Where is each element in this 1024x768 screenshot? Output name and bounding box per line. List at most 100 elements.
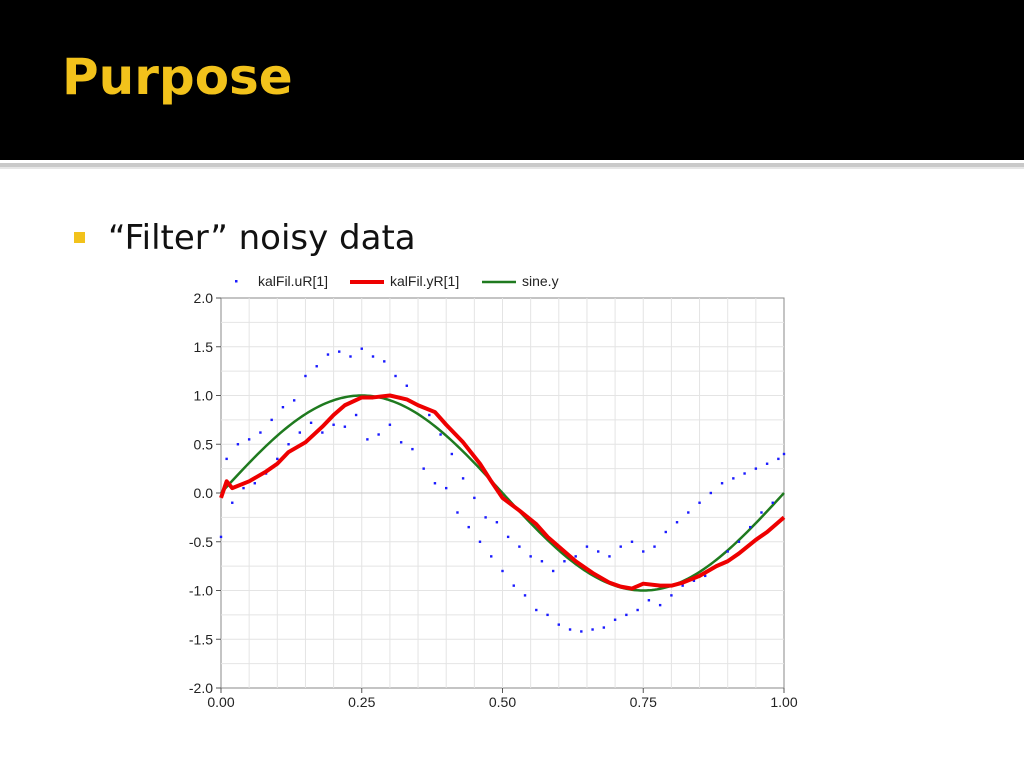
data-point [281, 406, 285, 409]
data-point [760, 511, 763, 514]
y-tick-label: 2.0 [194, 290, 214, 306]
data-point [270, 418, 273, 422]
data-point [698, 501, 701, 504]
data-point [557, 623, 560, 626]
data-point [523, 594, 527, 597]
data-point [309, 421, 313, 424]
x-tick-label: 0.00 [207, 694, 234, 710]
data-point [568, 628, 572, 631]
data-point [219, 535, 223, 539]
title-divider-shadow [0, 167, 1024, 169]
data-point [349, 355, 352, 358]
data-point [321, 431, 324, 434]
data-point [377, 433, 380, 436]
data-point [664, 530, 667, 534]
data-point [495, 521, 499, 524]
data-point [247, 438, 251, 441]
data-point [428, 413, 431, 417]
data-point [546, 613, 549, 617]
x-tick-label: 0.50 [489, 694, 516, 710]
data-point [647, 599, 651, 602]
data-point [535, 608, 538, 612]
data-point [298, 431, 302, 434]
data-point [332, 423, 335, 426]
data-point [732, 477, 735, 480]
data-point [490, 555, 493, 558]
data-point [777, 457, 780, 461]
data-point [658, 603, 662, 607]
y-tick-label: 1.5 [194, 339, 214, 355]
data-point [461, 477, 465, 480]
data-point [354, 413, 358, 417]
y-tick-label: 0.0 [194, 485, 214, 501]
data-point [360, 347, 363, 350]
data-point [518, 545, 521, 548]
data-point [602, 626, 606, 629]
line-chart: 0.00 0.25 0.50 0.75 1.00 2.0 1.5 1.0 0.5 0.0 -0.5 -… [189, 273, 798, 710]
data-point [411, 447, 414, 451]
data-point [771, 501, 774, 504]
data-point [501, 569, 504, 573]
data-point [754, 467, 758, 470]
x-tick-label: 0.25 [348, 694, 375, 710]
y-tick-label: 0.5 [194, 436, 214, 452]
data-point [608, 555, 611, 558]
data-point [675, 521, 679, 524]
data-point [467, 525, 470, 529]
legend-label-kalfil-ur: kalFil.uR[1] [258, 273, 328, 289]
data-point [456, 511, 459, 514]
data-point [439, 433, 442, 436]
data-point [225, 457, 228, 461]
data-point [276, 457, 279, 461]
data-point [737, 540, 741, 543]
legend-label-kalfil-yr: kalFil.yR[1] [390, 273, 459, 289]
data-point [625, 613, 628, 617]
data-point [338, 350, 341, 353]
y-tick-label: -2.0 [189, 680, 213, 696]
data-point [292, 399, 296, 402]
bullet-text: “Filter” noisy data [108, 218, 416, 258]
data-point [591, 628, 594, 631]
data-point [613, 618, 617, 621]
data-point [636, 608, 639, 612]
y-tick-label: -1.0 [189, 583, 213, 599]
data-point [484, 516, 487, 519]
title-divider [0, 163, 1024, 167]
data-point [574, 555, 577, 558]
data-point [709, 491, 713, 495]
data-point [394, 374, 397, 378]
data-point [619, 545, 622, 548]
data-point [371, 355, 375, 358]
series-sine-y-line [220, 394, 785, 592]
data-point [315, 365, 318, 368]
data-point [653, 545, 656, 548]
data-point [478, 540, 482, 543]
data-point [765, 462, 769, 465]
data-point [399, 441, 403, 444]
data-point [422, 467, 425, 470]
data-point [681, 584, 684, 587]
data-point [720, 482, 724, 485]
data-point [642, 550, 645, 553]
data-point [383, 360, 386, 363]
data-point [253, 482, 256, 485]
data-point [585, 545, 589, 548]
data-point [445, 486, 448, 490]
data-point [687, 511, 690, 514]
data-point [580, 630, 583, 633]
slide-title: Purpose [62, 48, 293, 106]
data-point [304, 374, 307, 378]
data-point [506, 535, 510, 539]
legend-label-sine-y: sine.y [522, 273, 559, 289]
y-tick-label: -1.5 [189, 631, 213, 647]
data-point [366, 438, 369, 441]
data-point [236, 443, 240, 446]
x-tick-label: 0.75 [630, 694, 657, 710]
bullet-square-icon [74, 232, 85, 243]
data-point [670, 594, 673, 597]
data-point [512, 584, 515, 587]
data-point [630, 540, 634, 543]
data-point [726, 550, 729, 553]
data-point [450, 452, 454, 456]
data-point [743, 472, 746, 475]
